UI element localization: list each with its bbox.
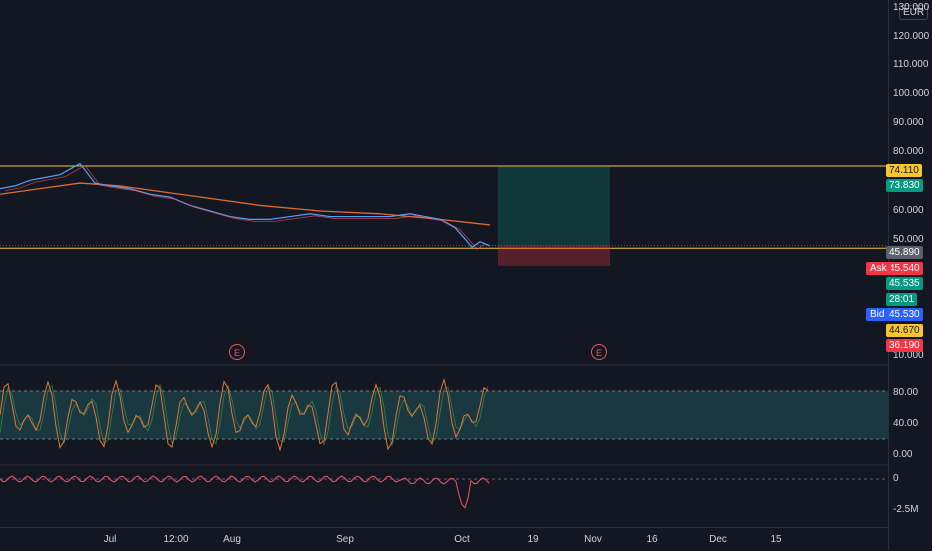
- time-tick: Dec: [709, 534, 727, 545]
- price-tick: 50.000: [893, 234, 924, 245]
- price-badge: 45.890: [886, 246, 923, 259]
- oscillator-tick: 80.00: [893, 387, 919, 398]
- price-tick: 130.000: [893, 2, 930, 13]
- price-tick: 60.000: [893, 205, 924, 216]
- bid-label: Bid: [866, 308, 889, 321]
- price-badge: 36.190: [886, 339, 923, 352]
- time-axis[interactable]: [0, 527, 888, 551]
- ask-label: Ask: [866, 262, 891, 275]
- price-badge: 45.535: [886, 277, 923, 290]
- earnings-event-marker[interactable]: E: [591, 344, 607, 360]
- time-tick: 16: [646, 534, 658, 545]
- price-badge: 45.530: [886, 308, 923, 321]
- price-tick: 10.000: [893, 350, 924, 361]
- price-badge: 74.110: [886, 164, 922, 177]
- price-badge: 73.830: [886, 179, 923, 192]
- volume-flow-line: [0, 475, 490, 509]
- oscillator-tick: 40.00: [893, 418, 919, 429]
- price-tick: 80.000: [893, 146, 924, 157]
- volume-tick: -2.5M: [893, 504, 919, 515]
- time-tick: Aug: [223, 534, 241, 545]
- price-badge: 45.540: [886, 262, 923, 275]
- time-tick: Jul: [103, 534, 117, 545]
- oscillator-band: [0, 391, 888, 439]
- time-tick: Nov: [584, 534, 602, 545]
- price-tick: 110.000: [893, 59, 929, 70]
- time-tick: Oct: [454, 534, 470, 545]
- price-tick: 120.000: [893, 31, 930, 42]
- time-tick: 15: [770, 534, 782, 545]
- oscillator-tick: 0.00: [893, 449, 913, 460]
- price-badge: 28:01: [886, 293, 918, 306]
- long-position-stop-zone: [498, 244, 610, 266]
- time-tick: Sep: [336, 534, 354, 545]
- time-tick: 19: [527, 534, 539, 545]
- price-badge: 44.670: [886, 324, 923, 337]
- price-tick: 100.000: [893, 88, 930, 99]
- oscillator-line: [0, 377, 489, 452]
- price-candles: [4, 165, 486, 250]
- volume-tick: 0: [893, 473, 899, 484]
- price-axis[interactable]: [888, 0, 932, 550]
- price-line: [0, 162, 491, 249]
- currency-button[interactable]: EUR: [899, 5, 929, 20]
- long-position-target-zone: [498, 166, 610, 245]
- earnings-event-marker[interactable]: E: [229, 344, 245, 360]
- time-tick: 12:00: [163, 534, 189, 545]
- price-tick: 90.000: [893, 117, 924, 128]
